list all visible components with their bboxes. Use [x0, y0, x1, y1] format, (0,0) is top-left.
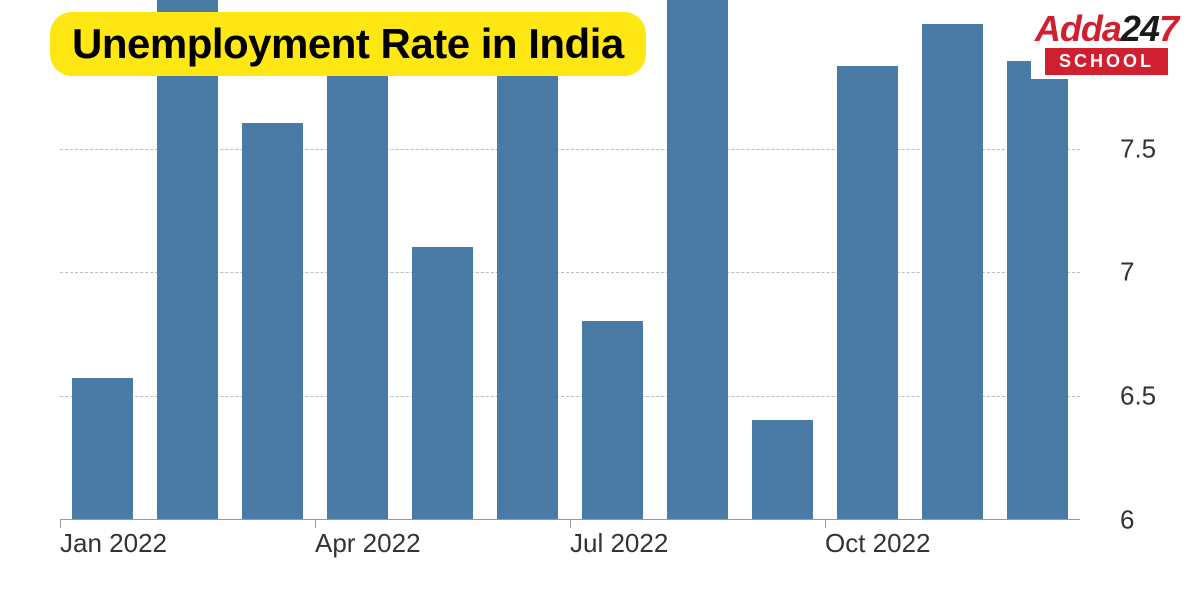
x-tick [315, 520, 316, 528]
x-tick-label: Apr 2022 [315, 528, 421, 559]
bar [72, 378, 133, 519]
bar [497, 66, 558, 519]
logo-brand-red: Adda [1035, 8, 1121, 49]
chart-title-badge: Unemployment Rate in India [50, 12, 646, 76]
bar [327, 66, 388, 519]
bar [667, 0, 728, 519]
x-tick-label: Oct 2022 [825, 528, 931, 559]
logo-subtext: SCHOOL [1045, 48, 1168, 75]
x-tick-label: Jan 2022 [60, 528, 167, 559]
plot-area [60, 0, 1080, 520]
brand-logo: Adda247 SCHOOL [1031, 8, 1182, 79]
y-tick-label: 7.5 [1120, 133, 1156, 164]
bar [242, 123, 303, 519]
bar [582, 321, 643, 519]
bar [752, 420, 813, 519]
bar [922, 24, 983, 519]
x-tick [570, 520, 571, 528]
logo-num-b: 7 [1159, 8, 1178, 49]
y-tick-label: 7 [1120, 257, 1134, 288]
logo-wordmark: Adda247 [1035, 8, 1178, 50]
logo-num-a: 24 [1121, 8, 1159, 49]
bar [837, 66, 898, 519]
y-tick-label: 6.5 [1120, 381, 1156, 412]
chart-title-text: Unemployment Rate in India [72, 20, 624, 67]
y-tick-label: 6 [1120, 505, 1134, 536]
bar [157, 0, 218, 519]
x-axis-labels: Jan 2022 Apr 2022 Jul 2022 Oct 2022 [60, 528, 1080, 568]
x-tick [825, 520, 826, 528]
x-tick [60, 520, 61, 528]
bar [412, 247, 473, 519]
x-tick-label: Jul 2022 [570, 528, 668, 559]
bar [1007, 61, 1068, 519]
chart-container: 6 6.5 7 7.5 Jan 2022 Apr 2022 Jul 2022 Oct 202… [20, 0, 1180, 560]
